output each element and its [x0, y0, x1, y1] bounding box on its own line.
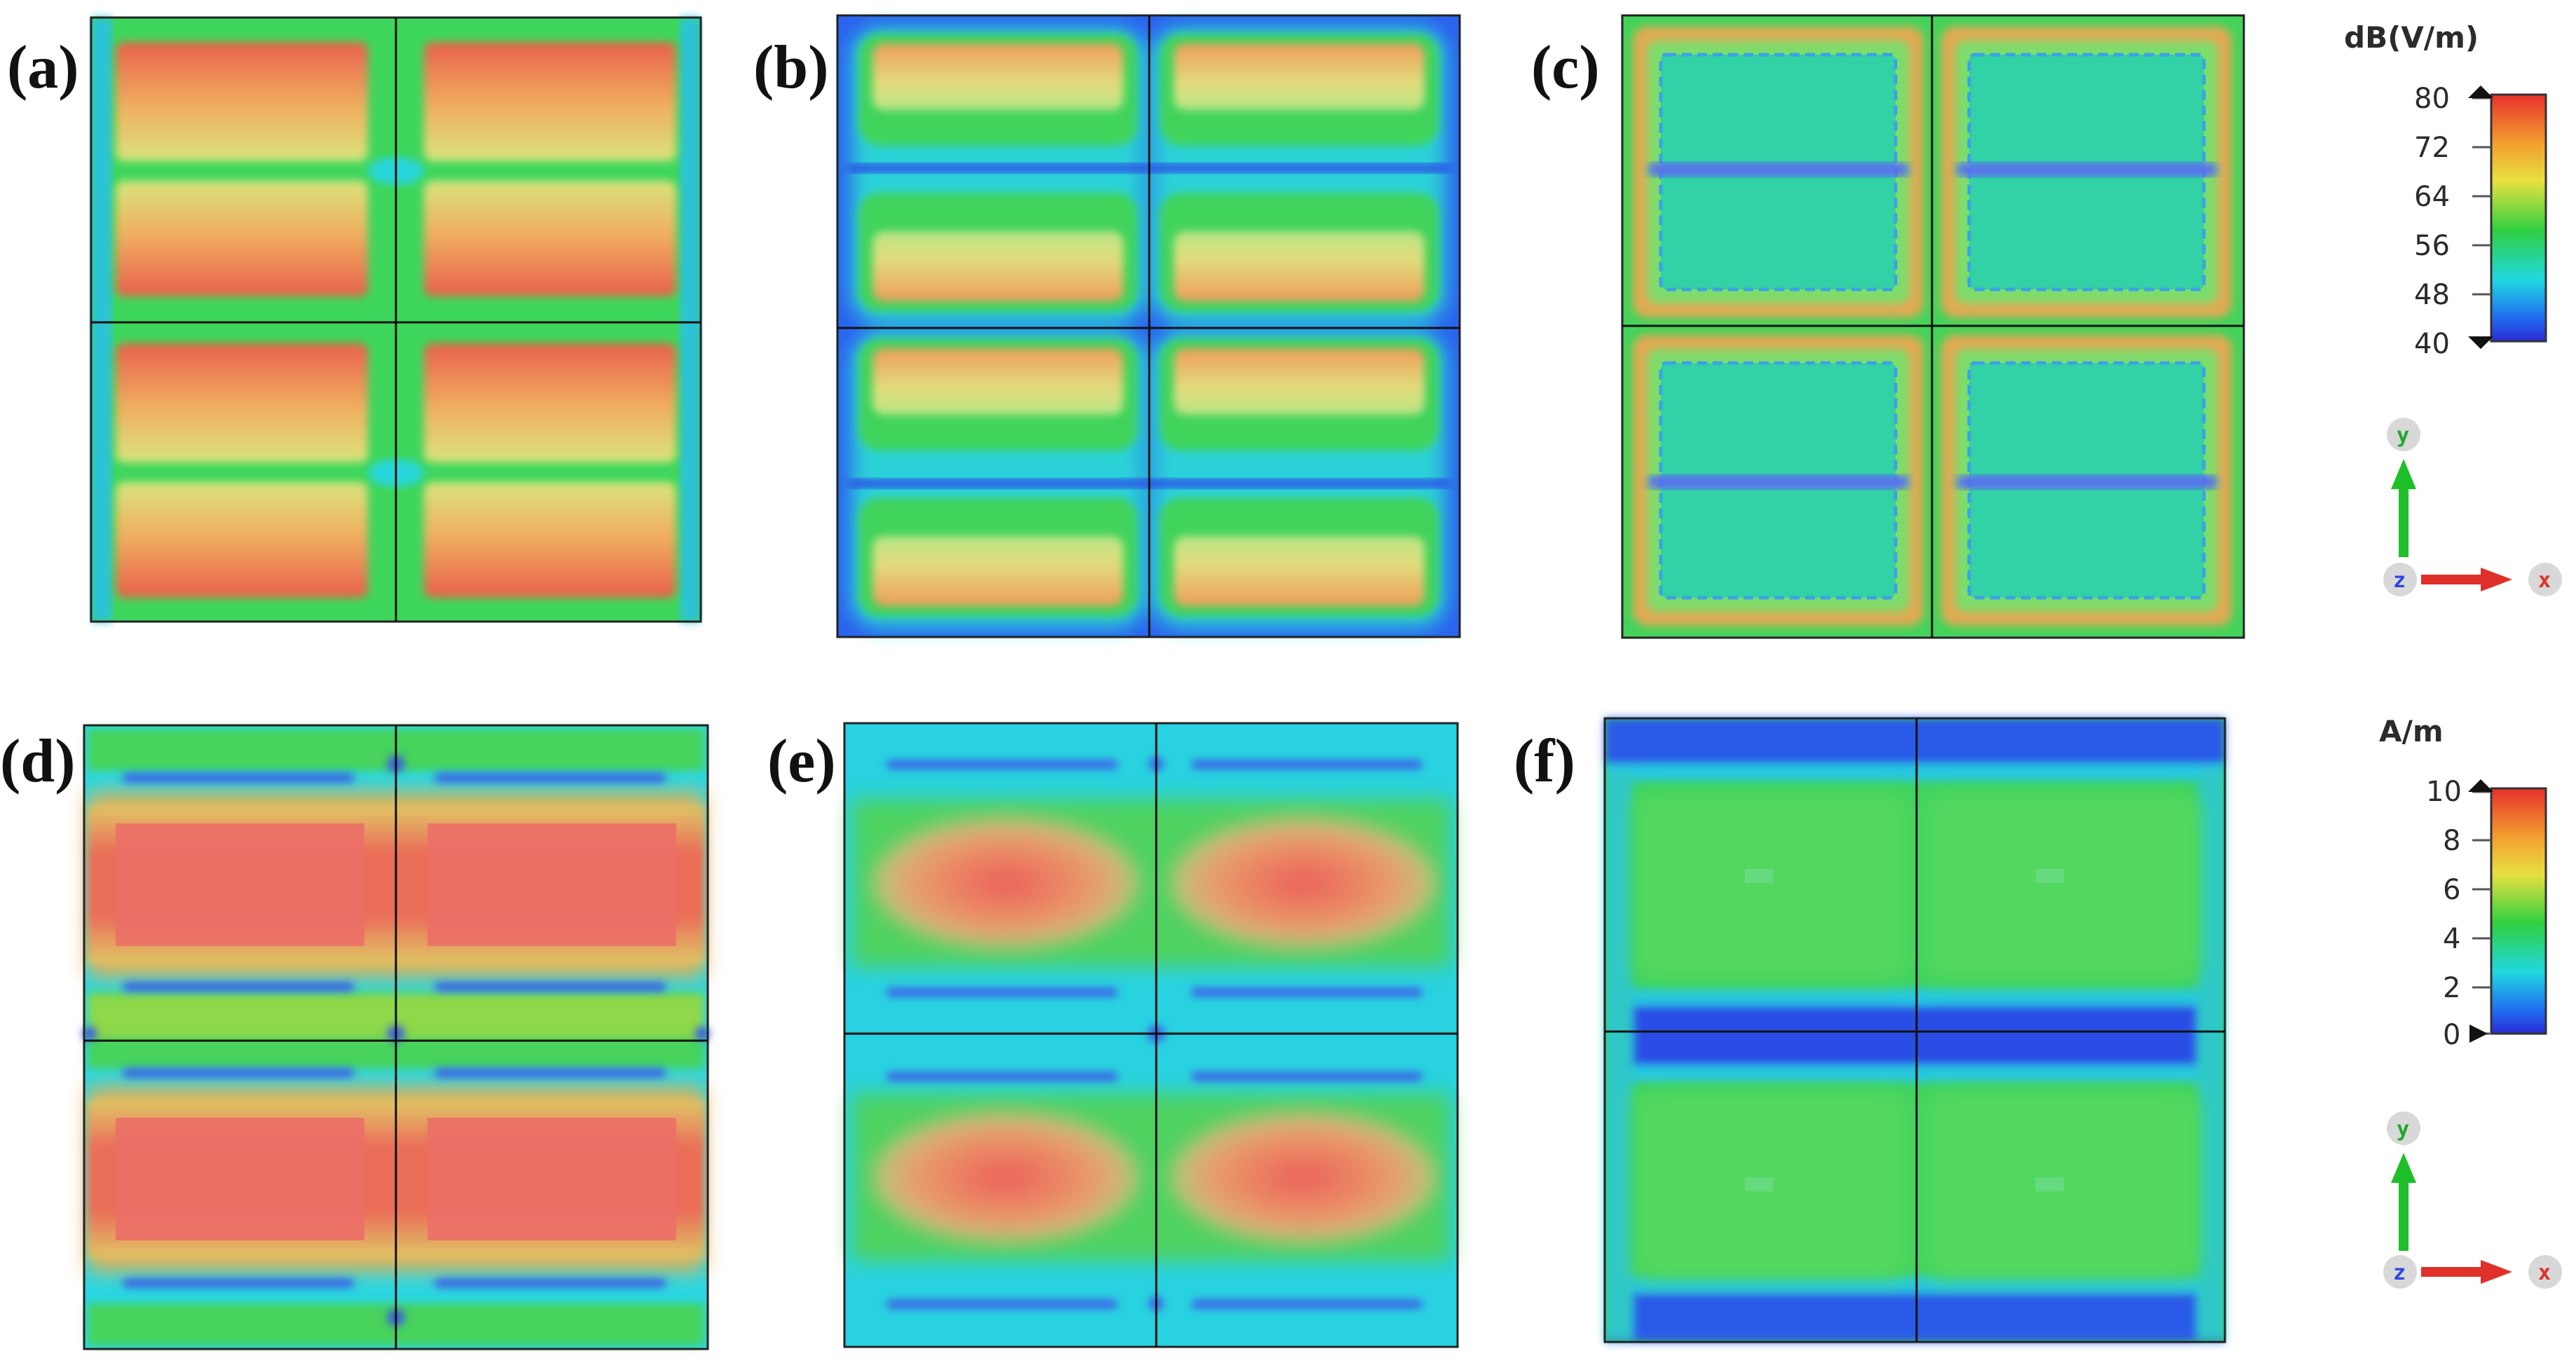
colorbar-electric-tick-72: 72	[2414, 132, 2450, 164]
panel-e-field-map	[843, 722, 1459, 1348]
colorbar-magnetic-min-arrow-icon	[2469, 1025, 2488, 1043]
colorbar-electric-tick-48: 48	[2414, 279, 2450, 311]
y-axis-bubble-2	[2387, 1111, 2420, 1145]
panel-f-field-map	[1603, 717, 2226, 1343]
y-axis-letter-2: y	[2397, 1117, 2409, 1142]
z-axis-letter-2: z	[2393, 1261, 2406, 1285]
colorbar-magnetic-tick-8: 8	[2443, 825, 2460, 857]
colorbar-magnetic-unit: A/m	[2379, 714, 2444, 748]
x-axis-bubble	[2528, 563, 2562, 596]
panel-d-field-map	[83, 724, 709, 1350]
colorbar-electric-tick-56: 56	[2414, 230, 2450, 262]
y-axis-bubble	[2387, 418, 2420, 451]
axes-triad-bottom: y z x	[2383, 1111, 2562, 1289]
panel-b-field-map	[836, 14, 1461, 638]
x-axis-letter-2: x	[2538, 1261, 2551, 1285]
panel-f-label: (f)	[1514, 727, 1575, 795]
z-axis-bubble-2	[2383, 1255, 2417, 1289]
x-axis-letter: x	[2538, 568, 2551, 593]
panel-a-label: (a)	[7, 34, 79, 102]
x-axis-arrow-icon	[2421, 575, 2481, 584]
panel-b-label: (b)	[753, 34, 829, 102]
colorbar-magnetic-tick-10: 10	[2426, 776, 2462, 808]
panel-b: (b)	[753, 14, 1461, 638]
y-axis-letter: y	[2397, 423, 2409, 448]
panel-a-field-map	[90, 16, 702, 623]
colorbar-magnetic-tick-0: 0	[2443, 1019, 2460, 1051]
panel-c-label: (c)	[1531, 34, 1600, 102]
colorbar-electric-min-arrow-icon	[2468, 336, 2493, 349]
z-axis-letter: z	[2393, 568, 2406, 593]
colorbar-electric-tick-40: 40	[2414, 328, 2450, 360]
panel-e-label: (e)	[767, 727, 836, 795]
z-axis-bubble	[2383, 563, 2417, 596]
colorbar-electric-tick-64: 64	[2414, 181, 2450, 213]
colorbar-magnetic-tick-6: 6	[2443, 874, 2460, 906]
colorbar-electric-tick-80: 80	[2414, 83, 2450, 115]
panel-d: (d)	[0, 724, 709, 1350]
colorbar-magnetic-tick-2: 2	[2443, 972, 2460, 1004]
panel-c-field-map	[1621, 14, 2245, 639]
colorbar-magnetic-max-arrow-icon	[2468, 779, 2493, 792]
x-axis-arrow-icon-2	[2421, 1267, 2481, 1277]
y-axis-arrow-icon	[2399, 487, 2409, 557]
y-axis-arrow-icon-2	[2399, 1181, 2409, 1251]
colorbar-magnetic: A/m 10 8 6 4 2 0	[2379, 714, 2547, 1051]
colorbar-electric: dB(V/m) 80 72 64 56 48 40	[2344, 20, 2547, 360]
panel-e: (e)	[767, 722, 1459, 1348]
panel-c: (c)	[1531, 14, 2245, 639]
colorbar-electric-max-arrow-icon	[2468, 85, 2493, 98]
x-axis-bubble-2	[2528, 1255, 2562, 1289]
panel-f: (f)	[1514, 717, 2226, 1343]
panel-d-label: (d)	[0, 727, 76, 795]
colorbar-electric-unit: dB(V/m)	[2344, 20, 2479, 55]
colorbar-electric-gradient	[2490, 93, 2547, 343]
panel-a: (a)	[7, 16, 702, 623]
axes-triad-top: y z x	[2383, 418, 2562, 596]
colorbar-magnetic-tick-4: 4	[2443, 923, 2460, 955]
colorbar-magnetic-gradient	[2490, 787, 2547, 1035]
